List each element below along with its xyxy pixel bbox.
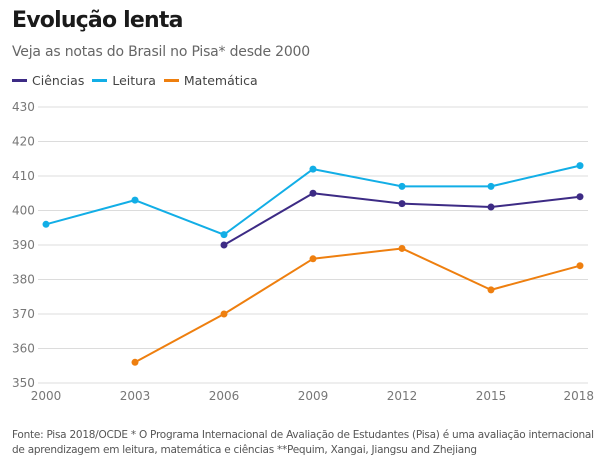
legend-item-leitura: Leitura	[92, 73, 156, 88]
x-tick-label: 2003	[120, 389, 151, 403]
data-point-leitura	[309, 165, 317, 173]
legend-item-matematica: Matemática	[163, 73, 258, 88]
x-axis-ticks: 2000 2003 2006 2009 2012 2015 2018	[31, 389, 594, 403]
y-tick-label: 410	[12, 169, 35, 183]
y-tick-label: 420	[12, 135, 35, 149]
legend-swatch-leitura	[92, 79, 108, 82]
data-point-ciencias	[309, 189, 317, 197]
legend-label-leitura: Leitura	[112, 73, 156, 88]
data-point-leitura	[398, 182, 406, 190]
data-point-matematica	[576, 262, 584, 270]
y-axis-ticks: 350 360 370 380 390 400 410 420 430	[12, 100, 35, 390]
y-tick-label: 390	[12, 238, 35, 252]
data-point-ciencias	[398, 200, 406, 208]
series-points	[42, 162, 584, 366]
data-point-matematica	[309, 255, 317, 263]
data-point-ciencias	[220, 241, 228, 249]
footnote: Fonte: Pisa 2018/OCDE * O Programa Inter…	[12, 429, 594, 456]
data-point-ciencias	[576, 193, 584, 201]
chart-title: Evolução lenta	[12, 8, 183, 33]
x-tick-label: 2015	[476, 389, 507, 403]
data-point-matematica	[398, 244, 406, 252]
series-line-matematica	[134, 247, 581, 364]
y-tick-label: 370	[12, 307, 35, 321]
legend-swatch-ciencias	[12, 79, 27, 82]
x-tick-label: 2018	[563, 389, 594, 403]
legend-swatch-matematica	[163, 79, 179, 82]
y-tick-label: 350	[12, 376, 35, 390]
y-tick-label: 380	[12, 273, 35, 287]
x-tick-label: 2006	[209, 389, 240, 403]
gridlines	[38, 106, 588, 384]
data-point-leitura	[131, 196, 139, 204]
chart-subtitle: Veja as notas do Brasil no Pisa* desde 2…	[12, 44, 310, 60]
legend-item-ciencias: Ciências	[12, 73, 84, 88]
data-point-leitura	[220, 231, 228, 239]
data-point-leitura	[576, 162, 584, 170]
legend-label-matematica: Matemática	[183, 73, 258, 88]
legend-label-ciencias: Ciências	[32, 73, 85, 88]
data-point-matematica	[220, 310, 228, 318]
legend: Ciências Leitura Matemática	[12, 73, 258, 88]
x-tick-label: 2012	[387, 389, 418, 403]
y-tick-label: 360	[12, 342, 35, 356]
data-point-ciencias	[487, 203, 495, 211]
x-tick-label: 2000	[31, 389, 62, 403]
y-tick-label: 430	[12, 100, 35, 114]
data-point-leitura	[42, 220, 50, 228]
y-tick-label: 400	[12, 204, 35, 218]
data-point-leitura	[487, 182, 495, 190]
data-point-matematica	[131, 358, 139, 366]
data-point-matematica	[487, 286, 495, 294]
x-tick-label: 2009	[298, 389, 329, 403]
